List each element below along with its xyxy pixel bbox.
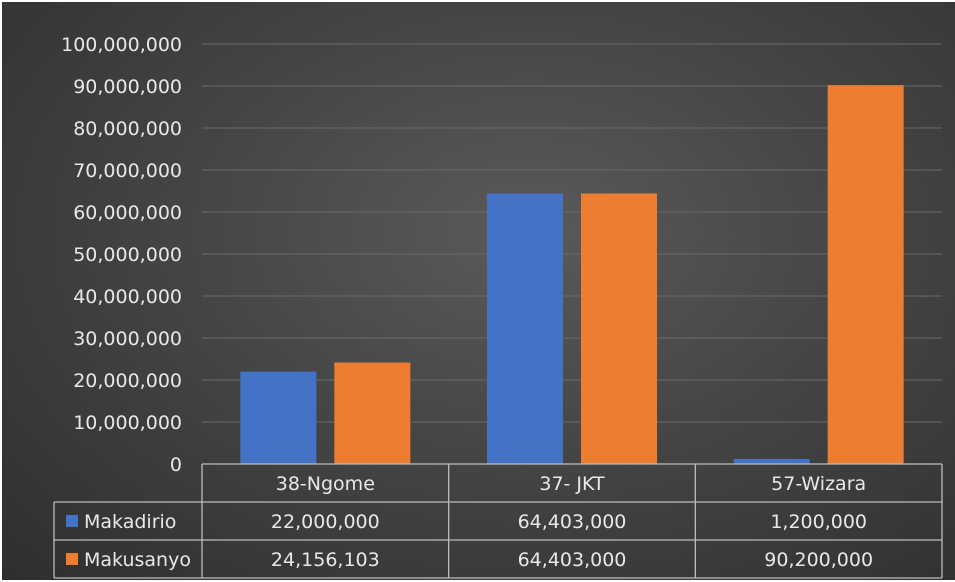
category-label: 38-Ngome — [276, 473, 375, 495]
y-tick-label: 0 — [170, 454, 182, 476]
bar-makusanyo-3 — [827, 85, 904, 464]
y-tick-label: 80,000,000 — [73, 118, 182, 140]
y-tick-label: 70,000,000 — [73, 160, 182, 182]
data-table: 38-Ngome 37- JKT 57-Wizara Makadirio 22,000,… — [53, 463, 943, 579]
y-tick-label: 10,000,000 — [73, 412, 182, 434]
legend-key-makusanyo — [66, 553, 78, 565]
series-name: Makusanyo — [84, 549, 191, 571]
data-label: 64,403,000 — [518, 511, 627, 533]
data-label: 24,156,103 — [271, 549, 380, 571]
category-label: 57-Wizara — [771, 473, 866, 495]
bar-makadirio-2 — [487, 193, 563, 465]
y-tick-label: 100,000,000 — [61, 34, 182, 56]
data-label: 22,000,000 — [271, 511, 380, 533]
series-name: Makadirio — [84, 511, 176, 533]
y-tick-label: 50,000,000 — [73, 244, 182, 266]
y-tick-label: 90,000,000 — [73, 76, 182, 98]
y-tick-label: 60,000,000 — [73, 202, 182, 224]
data-label: 64,403,000 — [518, 549, 627, 571]
bar-makusanyo-2 — [581, 193, 657, 465]
y-axis-ticks: 0 10,000,000 20,000,000 30,000,000 40,000,00… — [61, 34, 182, 476]
bars — [240, 85, 904, 465]
bar-makusanyo-1 — [334, 362, 411, 464]
y-tick-label: 20,000,000 — [73, 370, 182, 392]
category-label: 37- JKT — [539, 473, 605, 495]
gridlines — [202, 43, 942, 423]
legend-key-makadirio — [66, 515, 78, 527]
bar-makadirio-3 — [733, 458, 810, 464]
y-tick-label: 30,000,000 — [73, 328, 182, 350]
y-tick-label: 40,000,000 — [73, 286, 182, 308]
data-label: 90,200,000 — [764, 549, 873, 571]
data-label: 1,200,000 — [770, 511, 867, 533]
bar-makadirio-1 — [240, 371, 317, 464]
